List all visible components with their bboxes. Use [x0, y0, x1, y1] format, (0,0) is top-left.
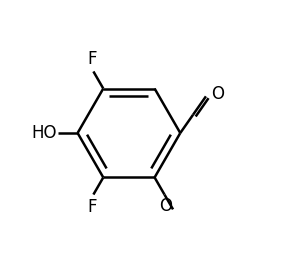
Text: O: O — [159, 197, 172, 215]
Text: O: O — [211, 85, 224, 103]
Text: F: F — [87, 198, 97, 217]
Text: F: F — [87, 49, 97, 68]
Text: HO: HO — [31, 124, 57, 142]
